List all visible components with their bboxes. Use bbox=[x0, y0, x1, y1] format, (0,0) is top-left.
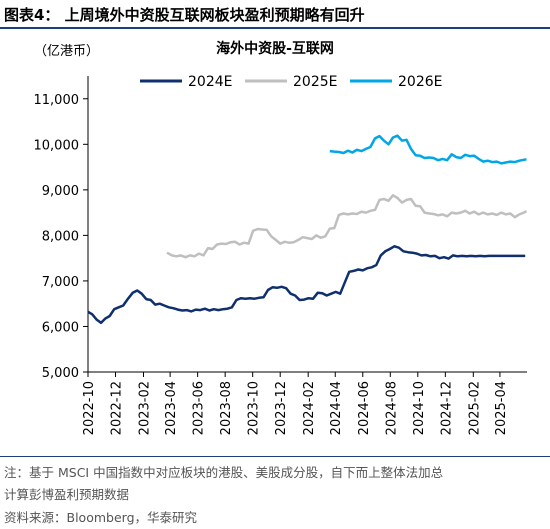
x-tick-label: 2023-04 bbox=[164, 381, 179, 435]
x-tick-label: 2023-12 bbox=[274, 381, 289, 435]
x-tick-label: 2023-10 bbox=[247, 381, 262, 435]
y-tick-label: 7,000 bbox=[42, 275, 79, 290]
x-tick-label: 2024-02 bbox=[302, 381, 317, 435]
series-line-2026E bbox=[329, 134, 527, 165]
plot-series bbox=[87, 134, 528, 325]
x-tick-label: 2025-02 bbox=[467, 381, 482, 435]
x-tick-label: 2024-06 bbox=[357, 381, 372, 435]
chart-title: 海外中资股-互联网 bbox=[216, 41, 334, 57]
notes-divider bbox=[0, 456, 550, 457]
plot-axes: 5,000 6,000 7,000 8,000 9,000 10,000 11,000 202… bbox=[34, 76, 527, 435]
title-divider bbox=[0, 27, 550, 29]
legend: 2024E 2025E 2026E bbox=[140, 74, 442, 90]
x-tick-label: 2024-10 bbox=[412, 381, 427, 435]
y-tick-label: 8,000 bbox=[42, 229, 79, 244]
x-tick-label: 2024-12 bbox=[439, 381, 454, 435]
y-tick-label: 10,000 bbox=[34, 138, 80, 153]
note-line-1: 注：基于 MSCI 中国指数中对应板块的港股、美股成分股，自下而上整体法加总 bbox=[4, 465, 444, 480]
x-tick-label: 2022-10 bbox=[82, 381, 97, 435]
x-tick-label: 2025-04 bbox=[494, 381, 509, 435]
legend-label: 2025E bbox=[293, 74, 337, 90]
x-tick-label: 2024-08 bbox=[384, 381, 399, 435]
legend-label: 2026E bbox=[398, 74, 442, 90]
line-chart: 5,000 6,000 7,000 8,000 9,000 10,000 11,000 202… bbox=[34, 74, 528, 435]
y-tick-label: 11,000 bbox=[34, 93, 80, 108]
note-line-2: 计算彭博盈利预期数据 bbox=[4, 487, 130, 502]
x-tick-label: 2023-08 bbox=[219, 381, 234, 435]
y-axis-unit-label: （亿港币） bbox=[34, 44, 100, 59]
source-line: 资料来源：Bloomberg，华泰研究 bbox=[4, 510, 197, 525]
series-line-2025E bbox=[166, 194, 528, 259]
y-tick-label: 9,000 bbox=[42, 184, 79, 199]
x-tick-label: 2023-06 bbox=[192, 381, 207, 435]
x-tick-label: 2023-02 bbox=[137, 381, 152, 435]
figure-title: 图表4： 上周境外中资股互联网板块盈利预期略有回升 bbox=[4, 6, 365, 24]
y-tick-label: 6,000 bbox=[42, 320, 79, 335]
x-tick-label: 2024-04 bbox=[329, 381, 344, 435]
legend-label: 2024E bbox=[188, 74, 232, 90]
series-line-2024E bbox=[87, 245, 526, 325]
y-tick-label: 5,000 bbox=[42, 366, 79, 381]
x-tick-label: 2022-12 bbox=[110, 381, 125, 435]
